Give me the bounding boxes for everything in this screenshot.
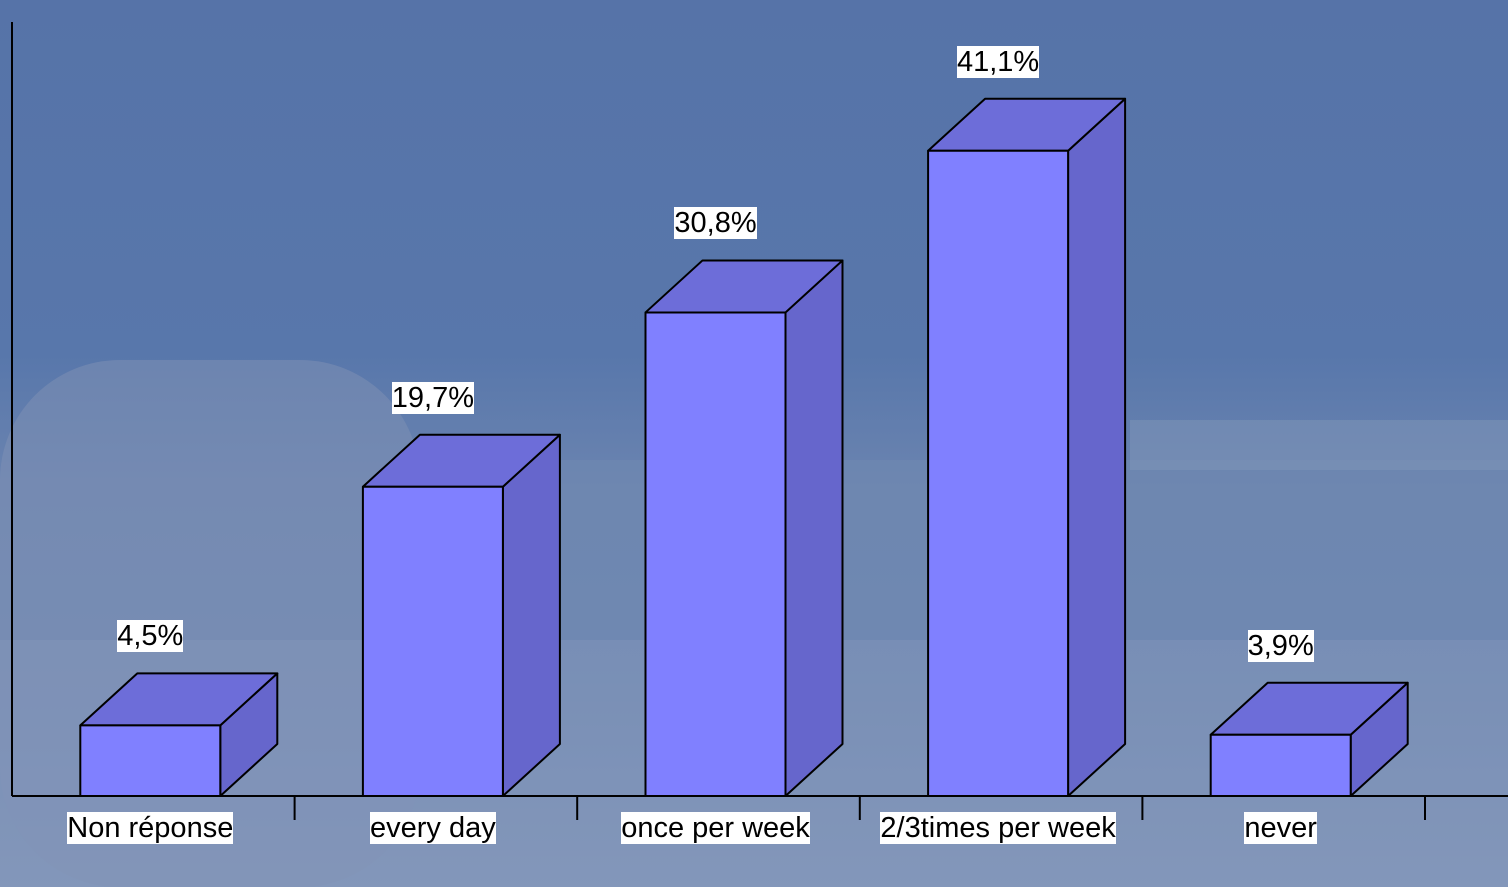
value-label-text: 30,8% — [674, 207, 757, 240]
bar — [927, 149, 1070, 798]
value-label: 41,1% — [878, 44, 1118, 80]
x-tick-label: once per week — [596, 810, 836, 846]
value-label: 3,9% — [1161, 628, 1401, 664]
x-tick-label: every day — [313, 810, 553, 846]
bar-side — [1067, 97, 1127, 797]
x-tick-label-text: never — [1244, 812, 1317, 844]
x-tick-label-text: Non réponse — [67, 812, 234, 844]
bar — [644, 311, 787, 797]
value-label-text: 4,5% — [117, 620, 184, 653]
value-label-text: 3,9% — [1247, 629, 1314, 662]
value-label: 19,7% — [313, 380, 553, 416]
value-label-text: 19,7% — [391, 381, 474, 414]
bar-side — [501, 433, 561, 797]
bar — [79, 724, 222, 797]
bar — [1209, 733, 1352, 798]
x-tick-label: never — [1161, 810, 1401, 846]
value-label-text: 41,1% — [956, 45, 1040, 78]
bar-side — [784, 259, 844, 797]
x-tick-label-text: once per week — [621, 812, 810, 844]
value-label: 30,8% — [596, 205, 836, 241]
bar — [361, 485, 504, 797]
x-tick-label: 2/3times per week — [878, 810, 1118, 846]
x-tick-label-text: every day — [370, 812, 496, 844]
value-label: 4,5% — [30, 618, 270, 654]
x-tick-label: Non réponse — [30, 810, 270, 846]
x-tick-label-text: 2/3times per week — [880, 812, 1116, 844]
terminal-roof — [1130, 420, 1508, 470]
